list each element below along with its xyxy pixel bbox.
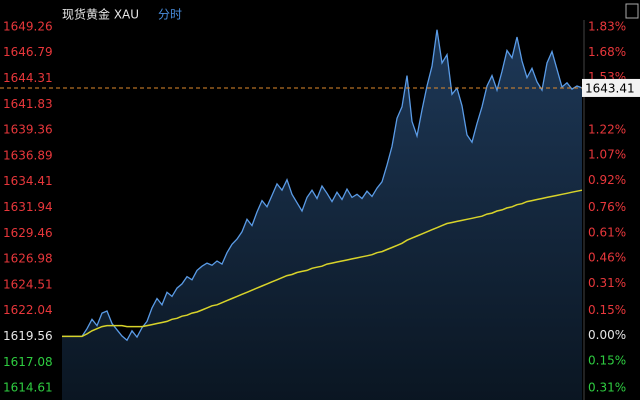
y-tick-label: 1622.04 (3, 303, 53, 317)
y2-tick-label: 0.31% (588, 381, 626, 395)
average-line (62, 189, 583, 338)
y2-tick-label: 0.15% (588, 303, 626, 317)
y-tick-label: 1639.36 (3, 123, 53, 137)
y-tick-label: 1614.61 (3, 381, 53, 395)
y2-tick-label: 0.92% (588, 173, 626, 187)
y2-tick-label: 1.22% (588, 122, 626, 136)
price-label-box (582, 78, 640, 97)
y-tick-label: 1644.31 (3, 71, 53, 85)
price-line (62, 29, 583, 342)
chart-title: 现货黄金 XAU (62, 7, 139, 22)
y2-tick-label: 0.61% (588, 225, 626, 239)
y-tick-label: 1631.94 (3, 200, 53, 214)
y2-tick-label: 0.76% (588, 200, 626, 214)
y2-tick-label: 0.15% (588, 354, 626, 368)
y-tick-label: 1641.83 (3, 97, 53, 111)
y2-tick-label: 0.31% (588, 276, 626, 290)
y-tick-label: 1619.56 (3, 329, 53, 343)
y-tick-label: 1646.79 (3, 45, 53, 59)
plot-area (62, 29, 583, 400)
y-tick-label: 1629.46 (3, 226, 53, 240)
y-tick-label: 1636.89 (3, 148, 53, 162)
chart-subtitle: 分时 (158, 8, 182, 22)
price-label: 1643.41 (585, 81, 635, 95)
y2-tick-label: 0.46% (588, 251, 626, 265)
settings-icon[interactable] (625, 3, 639, 19)
y-tick-label: 1634.41 (3, 174, 53, 188)
y-tick-label: 1649.26 (3, 20, 53, 34)
y2-tick-label: 1.83% (588, 20, 626, 34)
y2-tick-label: 1.68% (588, 45, 626, 59)
y2-tick-label: 1.07% (588, 148, 626, 162)
y-tick-label: 1617.08 (3, 355, 53, 369)
y2-tick-label: 0.00% (588, 328, 626, 342)
y-tick-label: 1624.51 (3, 277, 53, 291)
y-tick-label: 1626.98 (3, 252, 53, 266)
price-area (62, 29, 582, 400)
